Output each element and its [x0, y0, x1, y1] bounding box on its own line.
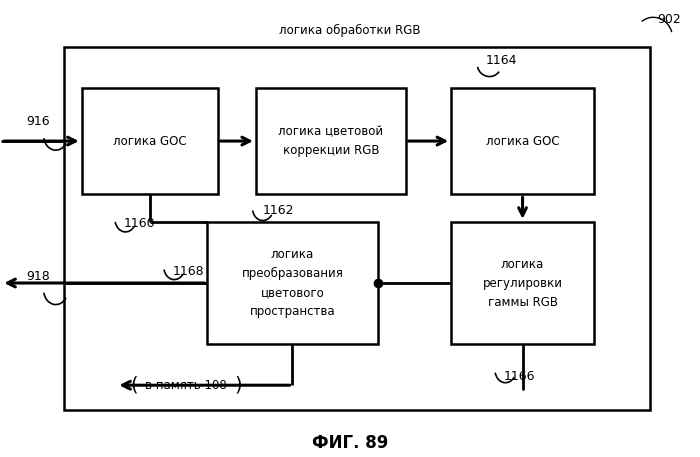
- Bar: [64, 47, 650, 410]
- Text: логика цветовой
коррекции RGB: логика цветовой коррекции RGB: [279, 125, 384, 157]
- Text: 918: 918: [26, 270, 50, 283]
- Bar: [207, 222, 378, 344]
- Text: логика
преобразования
цветового
пространства: логика преобразования цветового простран…: [241, 248, 344, 318]
- Text: 902: 902: [657, 13, 681, 26]
- Text: логика GOC: логика GOC: [486, 134, 559, 148]
- Text: (: (: [130, 376, 138, 395]
- Text: 1166: 1166: [503, 370, 535, 383]
- Bar: [451, 222, 594, 344]
- Text: логика GOC: логика GOC: [113, 134, 186, 148]
- Bar: [82, 88, 218, 194]
- Text: 1168: 1168: [172, 265, 204, 278]
- Bar: [256, 88, 406, 194]
- Text: ): ): [234, 376, 242, 395]
- Text: логика обработки RGB: логика обработки RGB: [279, 24, 421, 37]
- Text: логика
регулировки
гаммы RGB: логика регулировки гаммы RGB: [482, 257, 563, 308]
- Bar: [451, 88, 594, 194]
- Text: ФИГ. 89: ФИГ. 89: [312, 434, 388, 452]
- Text: 1164: 1164: [486, 54, 517, 67]
- Text: в память 108: в память 108: [146, 379, 227, 392]
- Text: 1162: 1162: [262, 204, 294, 217]
- Text: 916: 916: [26, 115, 50, 128]
- Text: 1160: 1160: [123, 218, 155, 230]
